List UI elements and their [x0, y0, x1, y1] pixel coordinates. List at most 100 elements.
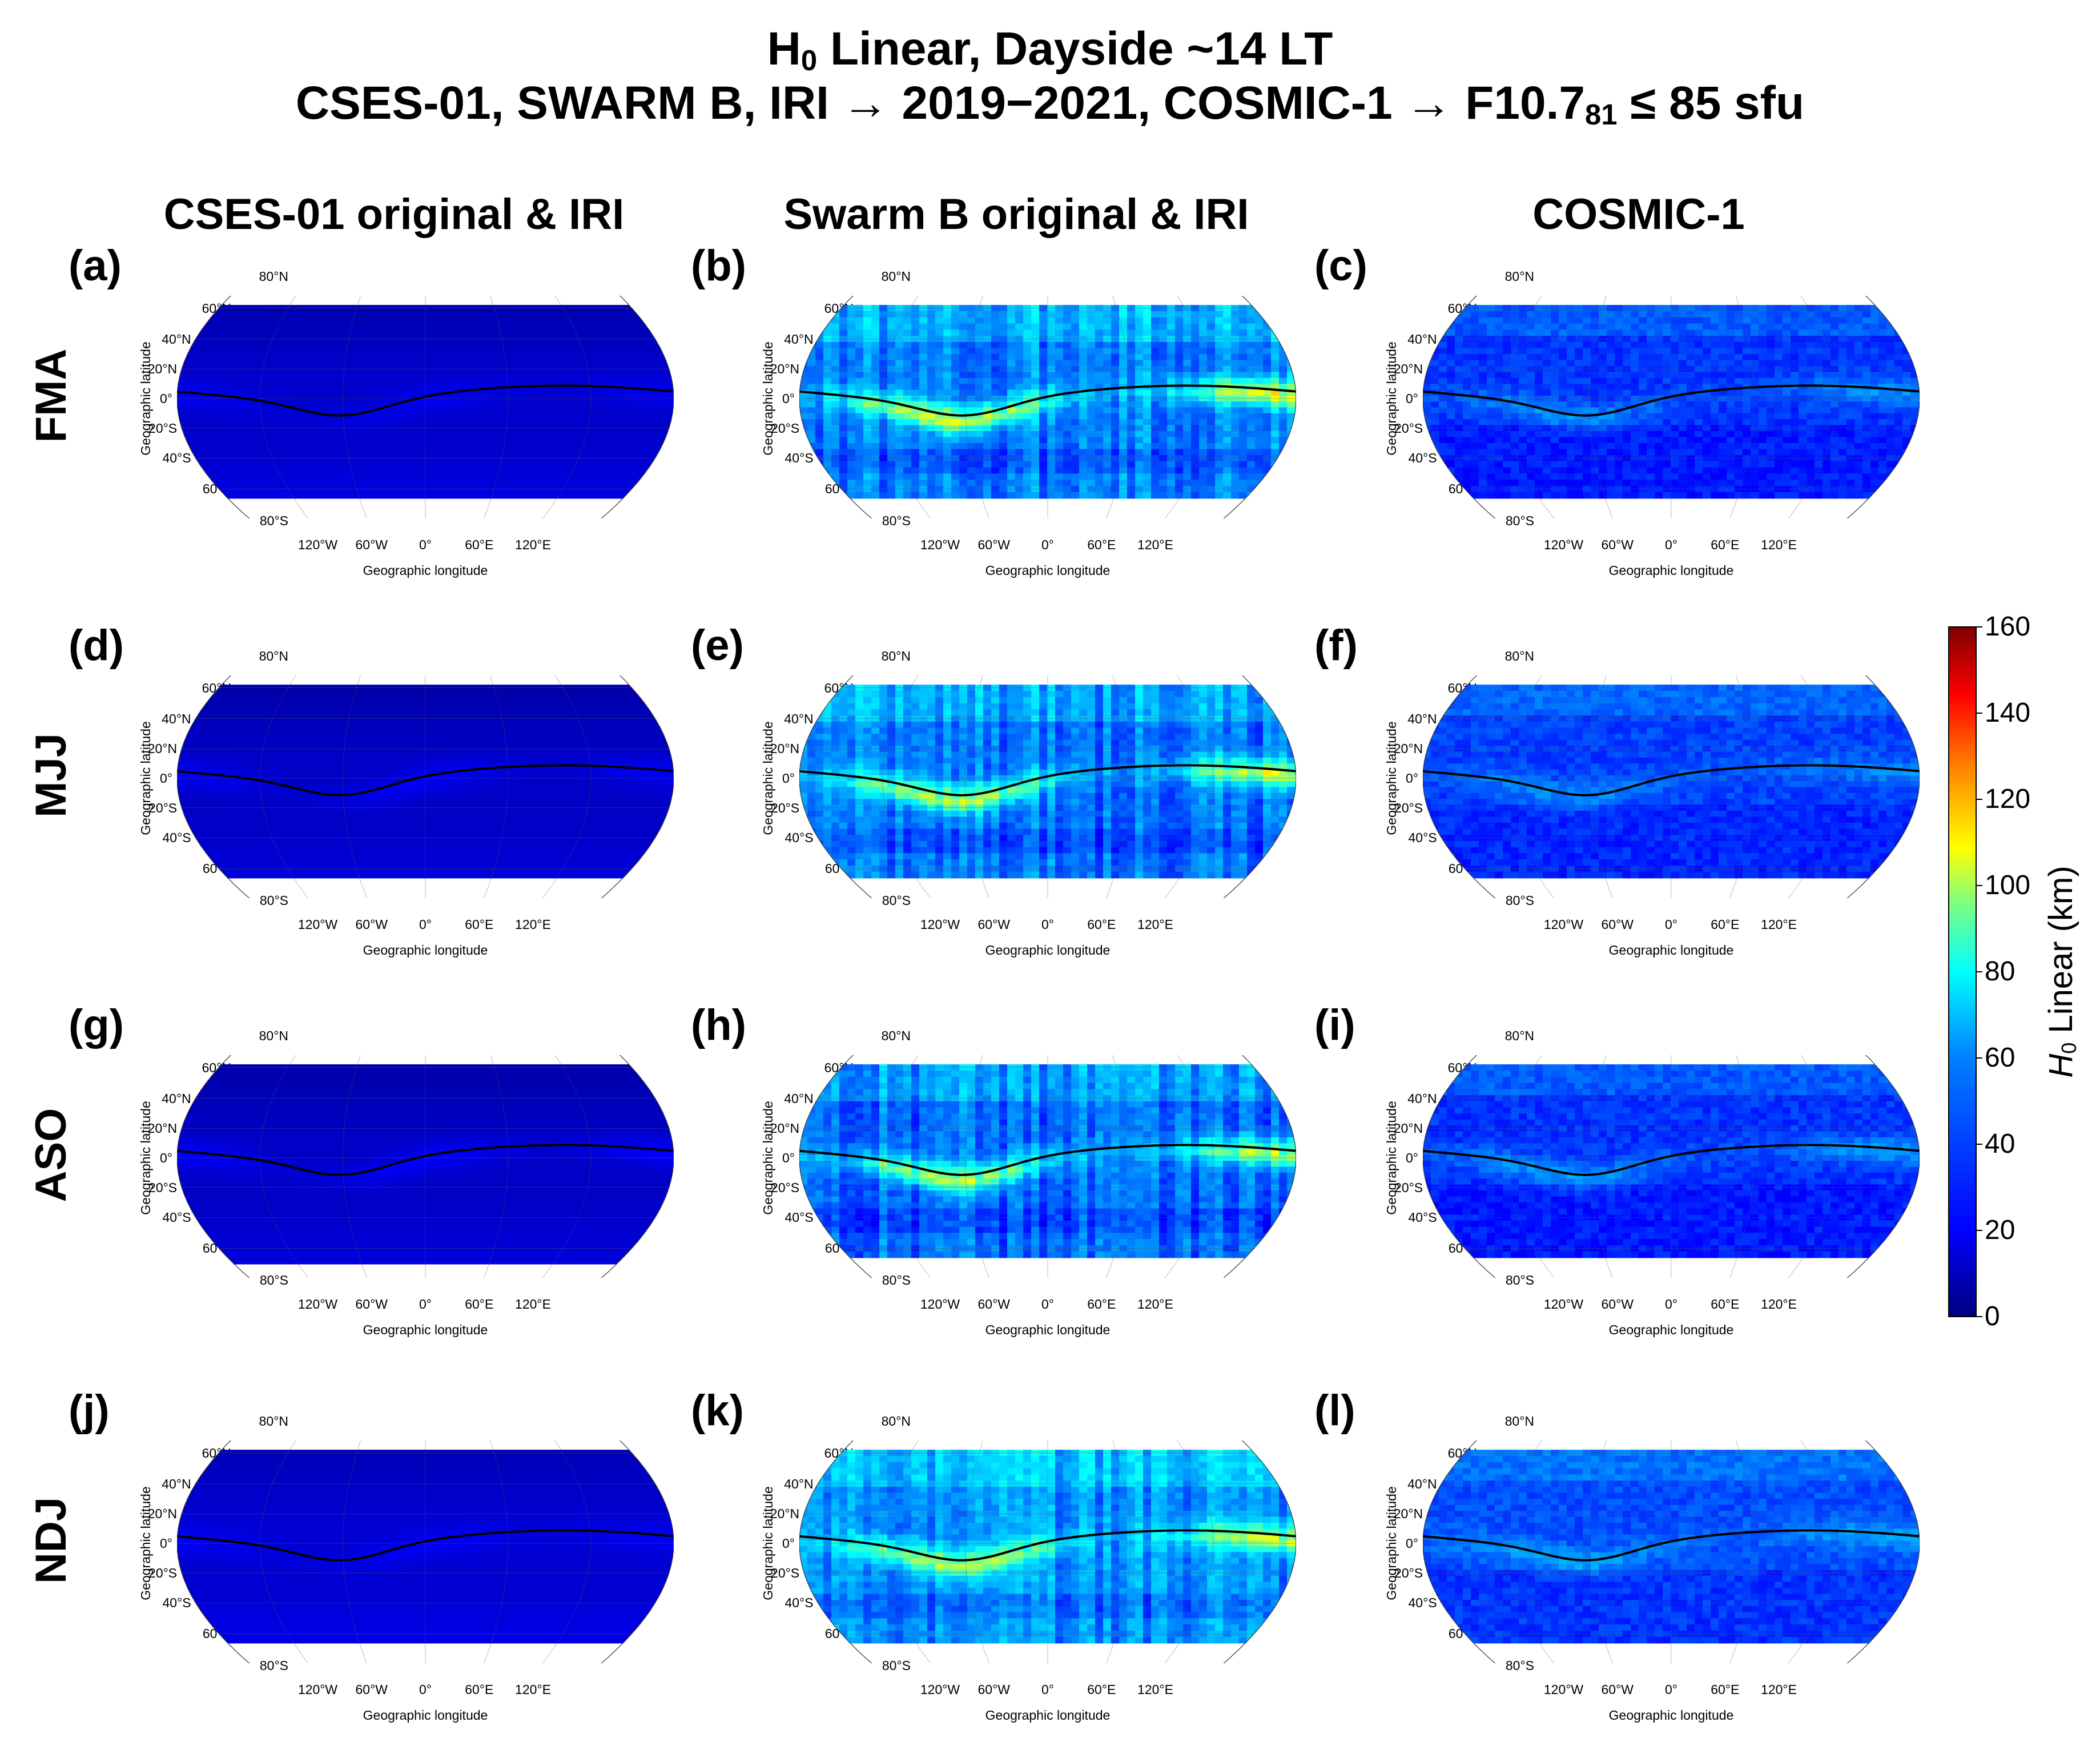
heatmap-cell [1071, 311, 1080, 318]
heatmap-cell [1247, 360, 1256, 367]
heatmap-cell [473, 323, 481, 331]
heatmap-cell [377, 377, 385, 384]
heatmap-cell [185, 407, 194, 414]
heatmap-cell [1023, 323, 1032, 331]
heatmap-cell [385, 449, 393, 456]
heatmap-cell [457, 317, 465, 324]
heatmap-cell [369, 389, 377, 396]
heatmap-cell [871, 341, 880, 348]
heatmap-cell [1663, 311, 1671, 318]
heatmap-cell [1894, 341, 1903, 348]
heatmap-cell [1215, 419, 1224, 426]
heatmap-cell [1255, 372, 1264, 379]
heatmap-cell [337, 317, 345, 324]
heatmap-cell [1103, 407, 1112, 414]
heatmap-cell [561, 480, 569, 486]
heatmap-cell [425, 461, 433, 468]
heatmap-cell [935, 431, 944, 437]
heatmap-cell [1583, 360, 1591, 367]
heatmap-cell [249, 311, 258, 318]
heatmap-cell [1455, 323, 1463, 331]
heatmap-cell [353, 461, 361, 468]
heatmap-cell [1263, 305, 1272, 312]
heatmap-cell [1007, 492, 1016, 499]
heatmap-cell [1263, 341, 1272, 348]
heatmap-cell [513, 467, 521, 474]
heatmap-cell [569, 473, 577, 480]
heatmap-cell [1703, 329, 1711, 336]
heatmap-cell [1087, 461, 1096, 468]
heatmap-cell [1263, 372, 1272, 379]
heatmap-cell [1071, 372, 1080, 379]
heatmap-cell [537, 407, 545, 414]
heatmap-cell [1015, 480, 1024, 486]
heatmap-cell [625, 323, 633, 331]
heatmap-cell [657, 419, 665, 426]
heatmap-cell [1039, 317, 1048, 324]
heatmap-cell [249, 492, 258, 499]
heatmap-cell [967, 407, 976, 414]
map-outline [799, 296, 1296, 518]
heatmap-cell [497, 431, 505, 437]
heatmap-cell [401, 323, 409, 331]
heatmap-cell [1854, 341, 1863, 348]
heatmap-cell [1479, 317, 1487, 324]
heatmap-cell [1263, 442, 1272, 450]
heatmap-cell [831, 431, 840, 437]
heatmap-cell [1079, 437, 1088, 444]
heatmap-cell [633, 354, 641, 361]
heatmap-cell [585, 473, 593, 480]
heatmap-cell [1247, 389, 1256, 396]
heatmap-cell [561, 372, 569, 379]
heatmap-cell [457, 401, 465, 408]
heatmap-cell [1167, 360, 1176, 367]
heatmap-cell [497, 341, 505, 348]
heatmap-cell [521, 461, 529, 468]
heatmap-cell [1519, 341, 1527, 348]
heatmap-cell [815, 419, 824, 426]
heatmap-cell [1215, 377, 1224, 384]
heatmap-cell [807, 372, 816, 379]
heatmap-cell [863, 407, 872, 414]
heatmap-cell [1583, 372, 1591, 379]
heatmap-cell [1151, 372, 1160, 379]
heatmap-cell [177, 317, 186, 324]
heatmap-cell [1607, 329, 1615, 336]
heatmap-cell [1279, 492, 1288, 499]
heatmap-cell [193, 419, 202, 426]
heatmap-cell [393, 372, 401, 379]
heatmap-cell [465, 341, 473, 348]
heatmap-cell [385, 442, 393, 450]
heatmap-cell [1175, 413, 1184, 420]
heatmap-cell [895, 311, 904, 318]
heatmap-cell [951, 317, 960, 324]
heatmap-cell [233, 384, 242, 391]
heatmap-cell [193, 442, 202, 450]
heatmap-cell [1079, 341, 1088, 348]
heatmap-cell [919, 317, 928, 324]
heatmap-cell [1095, 407, 1104, 414]
heatmap-cell [361, 437, 369, 444]
heatmap-cell [1479, 372, 1487, 379]
heatmap-cell [1151, 360, 1160, 367]
heatmap-cell [369, 413, 377, 420]
heatmap-cell [1471, 317, 1479, 324]
heatmap-cell [1735, 384, 1743, 391]
heatmap-cell [409, 473, 417, 480]
heatmap-cell [609, 449, 617, 456]
heatmap-cell [1455, 354, 1463, 361]
heatmap-cell [1047, 449, 1056, 456]
heatmap-cell [951, 467, 960, 474]
heatmap-cell [1247, 461, 1256, 468]
heatmap-cell [1759, 354, 1767, 361]
heatmap-cell [1015, 467, 1024, 474]
heatmap-cell [1159, 377, 1168, 384]
heatmap-cell [975, 461, 984, 468]
heatmap-cell [863, 473, 872, 480]
heatmap-cell [513, 341, 521, 348]
heatmap-cell [305, 467, 313, 474]
heatmap-cell [225, 401, 234, 408]
heatmap-cell [1663, 323, 1671, 331]
heatmap-cell [1838, 354, 1847, 361]
heatmap-cell [217, 341, 226, 348]
